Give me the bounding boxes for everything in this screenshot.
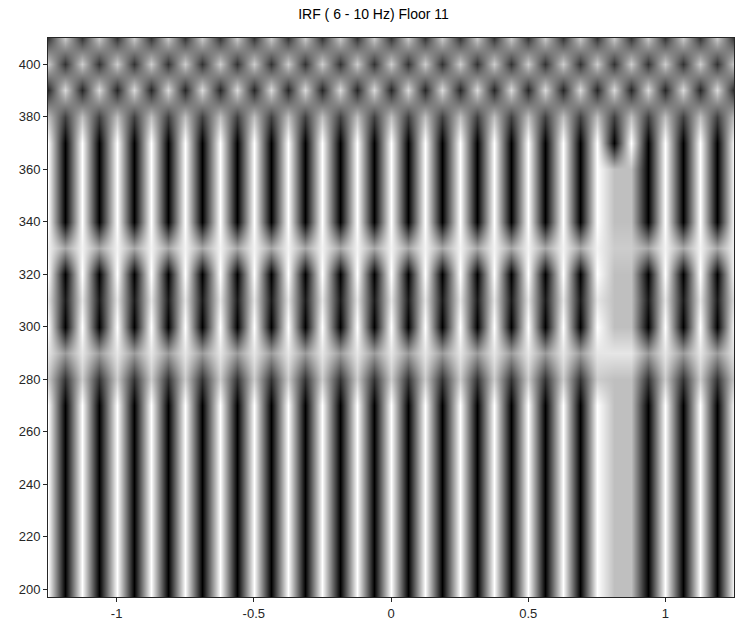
svg-text:400: 400 <box>19 57 41 72</box>
svg-text:280: 280 <box>19 372 41 387</box>
svg-text:380: 380 <box>19 109 41 124</box>
svg-text:300: 300 <box>19 319 41 334</box>
svg-text:320: 320 <box>19 267 41 282</box>
svg-text:240: 240 <box>19 477 41 492</box>
svg-text:220: 220 <box>19 529 41 544</box>
svg-text:0.5: 0.5 <box>519 606 537 621</box>
svg-text:360: 360 <box>19 162 41 177</box>
svg-text:IRF ( 6 - 10 Hz) Floor 11: IRF ( 6 - 10 Hz) Floor 11 <box>298 6 449 22</box>
svg-text:-1: -1 <box>111 606 123 621</box>
svg-text:-0.5: -0.5 <box>243 606 265 621</box>
svg-text:200: 200 <box>19 582 41 597</box>
svg-text:0: 0 <box>387 606 394 621</box>
svg-text:340: 340 <box>19 214 41 229</box>
svg-text:260: 260 <box>19 424 41 439</box>
svg-text:1: 1 <box>662 606 669 621</box>
